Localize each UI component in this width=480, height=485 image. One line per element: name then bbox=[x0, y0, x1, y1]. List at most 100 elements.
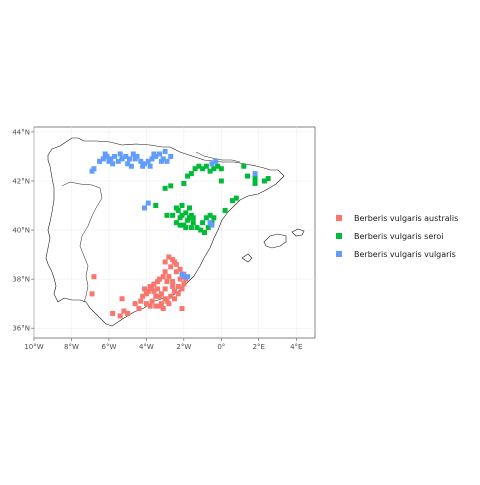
point-series-2-14 bbox=[149, 156, 155, 162]
point-series-2-7 bbox=[123, 153, 129, 159]
y-tick-label-3: 42°N bbox=[12, 177, 30, 185]
panel-border bbox=[33, 126, 316, 339]
point-series-2-8 bbox=[127, 156, 133, 162]
point-series-0-28 bbox=[181, 281, 187, 287]
point-series-0-51 bbox=[177, 266, 183, 272]
point-series-0-30 bbox=[172, 296, 177, 302]
point-series-1-43 bbox=[170, 212, 176, 218]
point-series-2-26 bbox=[213, 158, 219, 164]
point-series-2-13 bbox=[145, 158, 151, 164]
point-series-0-5 bbox=[153, 293, 159, 299]
point-series-1-10 bbox=[194, 225, 200, 231]
point-series-1-40 bbox=[183, 225, 189, 231]
point-series-1-17 bbox=[207, 212, 213, 218]
point-series-0-45 bbox=[164, 279, 170, 285]
point-series-1-31 bbox=[222, 207, 228, 213]
point-series-1-30 bbox=[218, 178, 224, 184]
point-series-0-29 bbox=[175, 291, 181, 297]
point-series-0-32 bbox=[160, 306, 166, 312]
point-series-2-1 bbox=[100, 156, 106, 162]
point-series-1-51 bbox=[188, 225, 194, 231]
point-series-0-48 bbox=[157, 293, 163, 299]
point-series-1-38 bbox=[265, 176, 271, 182]
point-series-0-27 bbox=[177, 276, 183, 282]
point-series-2-39 bbox=[140, 163, 146, 169]
point-series-0-20 bbox=[162, 269, 168, 275]
point-series-1-22 bbox=[192, 166, 198, 172]
point-series-2-16 bbox=[157, 151, 163, 157]
point-series-1-37 bbox=[261, 178, 267, 184]
point-series-0-44 bbox=[160, 274, 166, 280]
point-series-0-33 bbox=[136, 306, 142, 312]
point-series-0-17 bbox=[175, 283, 181, 289]
point-series-0-18 bbox=[170, 279, 176, 285]
point-series-1-48 bbox=[177, 222, 183, 228]
point-series-1-49 bbox=[190, 215, 196, 221]
point-series-0-19 bbox=[166, 274, 172, 280]
point-series-0-25 bbox=[162, 259, 168, 265]
point-series-0-40 bbox=[119, 296, 125, 302]
point-series-1-36 bbox=[252, 176, 258, 182]
point-series-0-38 bbox=[125, 310, 131, 316]
point-series-2-30 bbox=[142, 205, 148, 211]
point-series-0-34 bbox=[132, 301, 138, 307]
legend-key-1 bbox=[336, 233, 342, 239]
point-series-1-33 bbox=[230, 198, 236, 204]
x-tick-label-4: 2°W bbox=[176, 343, 191, 351]
legend: Berberis vulgaris australis Berberis vulg… bbox=[336, 214, 458, 259]
x-tick-label-6: 2°E bbox=[253, 343, 265, 351]
x-tick-label-2: 6°W bbox=[101, 343, 116, 351]
point-series-0-11 bbox=[147, 303, 153, 309]
point-series-1-28 bbox=[215, 163, 221, 169]
point-series-2-5 bbox=[115, 158, 121, 164]
point-series-0-42 bbox=[89, 291, 95, 297]
point-series-2-24 bbox=[151, 151, 157, 157]
point-series-0-41 bbox=[91, 274, 97, 280]
point-series-1-13 bbox=[205, 225, 211, 231]
point-series-1-29 bbox=[218, 166, 224, 172]
menorca-outline bbox=[291, 228, 305, 237]
point-series-0-16 bbox=[172, 288, 177, 294]
point-series-1-20 bbox=[185, 173, 191, 179]
point-series-1-25 bbox=[203, 163, 209, 169]
legend-key-2 bbox=[336, 251, 342, 257]
point-series-0-59 bbox=[143, 291, 149, 297]
point-series-1-24 bbox=[200, 166, 206, 172]
point-series-1-4 bbox=[173, 220, 179, 226]
x-axis: 10°W 8°W 6°W 4°W 2°W 0° 2°E 4°E bbox=[24, 338, 302, 351]
point-series-2-36 bbox=[110, 161, 116, 167]
point-series-0-12 bbox=[153, 303, 159, 309]
point-series-1-16 bbox=[203, 215, 209, 221]
point-series-1-15 bbox=[200, 220, 206, 226]
point-series-2-19 bbox=[168, 153, 174, 159]
point-series-1-27 bbox=[211, 166, 217, 172]
point-series-0-23 bbox=[166, 254, 172, 260]
point-series-0-21 bbox=[168, 264, 174, 270]
point-series-0-10 bbox=[143, 301, 149, 307]
point-series-2-40 bbox=[147, 163, 153, 169]
point-series-2-32 bbox=[181, 274, 187, 280]
mallorca-outline bbox=[263, 233, 287, 249]
point-series-2-41 bbox=[117, 151, 123, 157]
point-series-2-18 bbox=[164, 158, 170, 164]
y-tick-label-4: 44°N bbox=[12, 128, 30, 136]
point-series-2-35 bbox=[207, 220, 213, 226]
y-tick-label-2: 40°N bbox=[12, 227, 30, 235]
point-series-0-1 bbox=[151, 281, 157, 287]
x-tick-label-0: 10°W bbox=[24, 343, 43, 351]
point-series-2-42 bbox=[102, 151, 108, 157]
point-series-0-50 bbox=[173, 261, 179, 267]
x-tick-label-5: 0° bbox=[217, 343, 225, 351]
x-tick-label-7: 4°E bbox=[290, 343, 302, 351]
legend-label-2: Berberis vulgaris vulgaris bbox=[354, 250, 456, 259]
point-series-1-9 bbox=[190, 220, 196, 226]
point-series-1-5 bbox=[183, 210, 189, 216]
point-series-1-19 bbox=[181, 180, 187, 186]
y-tick-label-1: 38°N bbox=[12, 276, 30, 284]
plot-panel bbox=[33, 126, 316, 339]
point-series-2-11 bbox=[138, 158, 144, 164]
point-series-2-25 bbox=[162, 149, 168, 155]
y-tick-label-0: 36°N bbox=[12, 325, 30, 333]
point-series-1-45 bbox=[162, 185, 168, 191]
